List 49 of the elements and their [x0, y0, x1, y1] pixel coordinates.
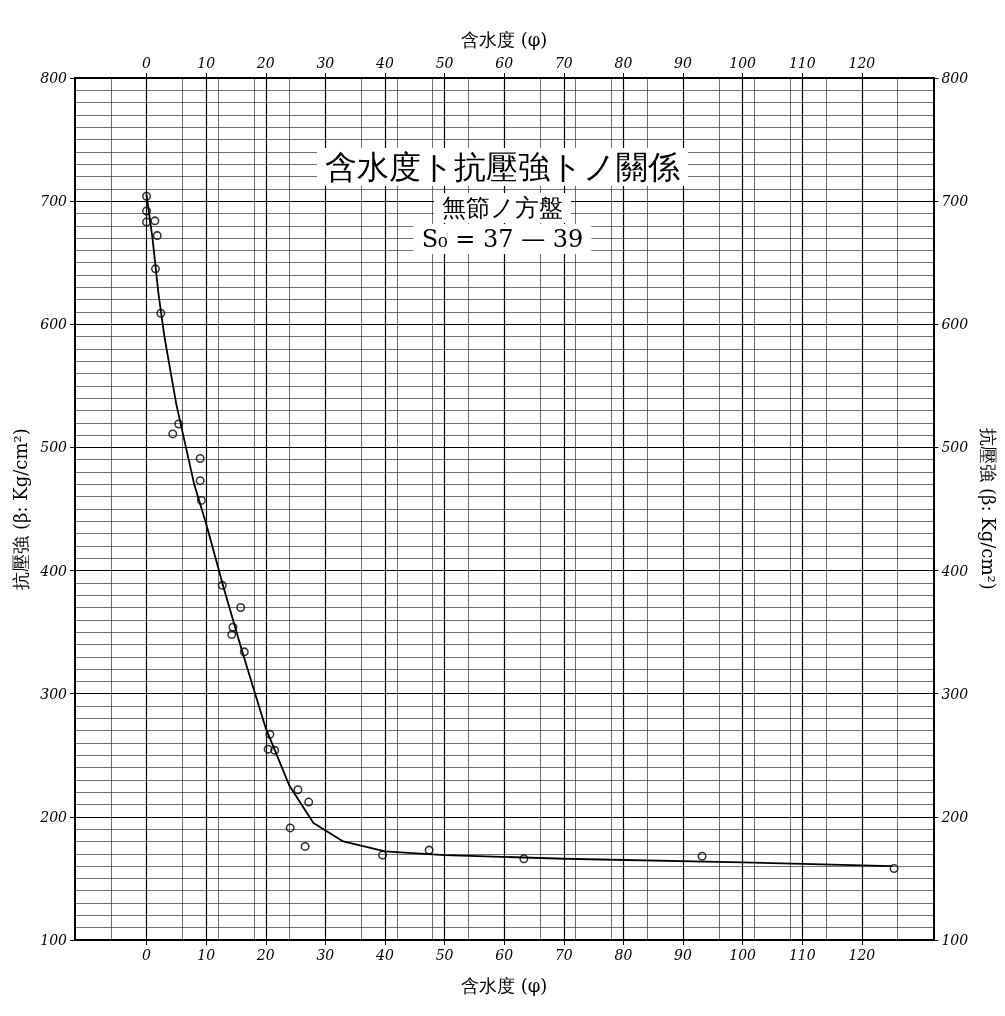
- y-tick-label: 700: [40, 193, 68, 210]
- x-tick-label: 90: [674, 947, 693, 963]
- x2-tick-label: 20: [255, 55, 275, 71]
- x-tick-label: 80: [614, 947, 633, 963]
- x2-tick-label: 40: [375, 55, 394, 71]
- y-tick-label: 300: [40, 685, 68, 702]
- y-tick-label: 800: [40, 70, 68, 86]
- x2-tick-label: 110: [788, 55, 816, 71]
- x-tick-label: 10: [197, 947, 216, 963]
- x2-tick-label: 0: [142, 55, 152, 71]
- y-tick-label: 500: [40, 439, 68, 456]
- y2-axis-title: 抗壓強 (β: Kg/cm²): [977, 428, 999, 590]
- x-axis-title: 含水度 (φ): [461, 974, 548, 996]
- x-tick-label: 110: [788, 947, 816, 963]
- y-tick-label: 100: [40, 932, 68, 948]
- x2-tick-label: 50: [435, 55, 454, 71]
- x2-tick-label: 80: [614, 55, 633, 71]
- x2-axis-title: 含水度 (φ): [461, 28, 548, 50]
- annotation: S₀ = 37 — 39: [421, 225, 584, 253]
- y2-tick-label: 100: [941, 932, 969, 948]
- x-tick-label: 40: [375, 947, 394, 963]
- x2-tick-label: 30: [316, 55, 335, 71]
- x-tick-label: 50: [435, 947, 454, 963]
- x2-tick-label: 60: [495, 55, 514, 71]
- y-axis-title: 抗壓強 (β: Kg/cm²): [9, 428, 31, 590]
- x-tick-label: 60: [495, 947, 514, 963]
- y2-tick-label: 700: [941, 193, 969, 210]
- x2-tick-label: 120: [848, 55, 876, 71]
- y2-tick-label: 400: [940, 562, 969, 579]
- x-tick-label: 30: [316, 947, 335, 963]
- y2-tick-label: 500: [941, 439, 969, 456]
- x2-tick-label: 10: [197, 55, 216, 71]
- y2-tick-label: 800: [941, 70, 969, 86]
- y-tick-label: 600: [40, 316, 68, 333]
- x-tick-label: 100: [729, 947, 757, 963]
- x-tick-label: 120: [848, 947, 876, 963]
- text: 含水度ト抗壓強トノ關係: [325, 148, 680, 186]
- x-tick-label: 70: [554, 947, 573, 963]
- y-tick-label: 400: [39, 562, 68, 579]
- y2-tick-label: 600: [941, 316, 969, 333]
- y-tick-label: 200: [39, 808, 68, 825]
- text: 無節ノ方盤: [442, 194, 563, 222]
- x2-tick-label: 90: [674, 55, 693, 71]
- y2-tick-label: 300: [941, 685, 969, 702]
- x-tick-label: 20: [255, 947, 275, 963]
- x2-tick-label: 100: [729, 55, 757, 71]
- x-tick-label: 0: [142, 947, 152, 963]
- y2-tick-label: 200: [940, 808, 969, 825]
- x2-tick-label: 70: [554, 55, 573, 71]
